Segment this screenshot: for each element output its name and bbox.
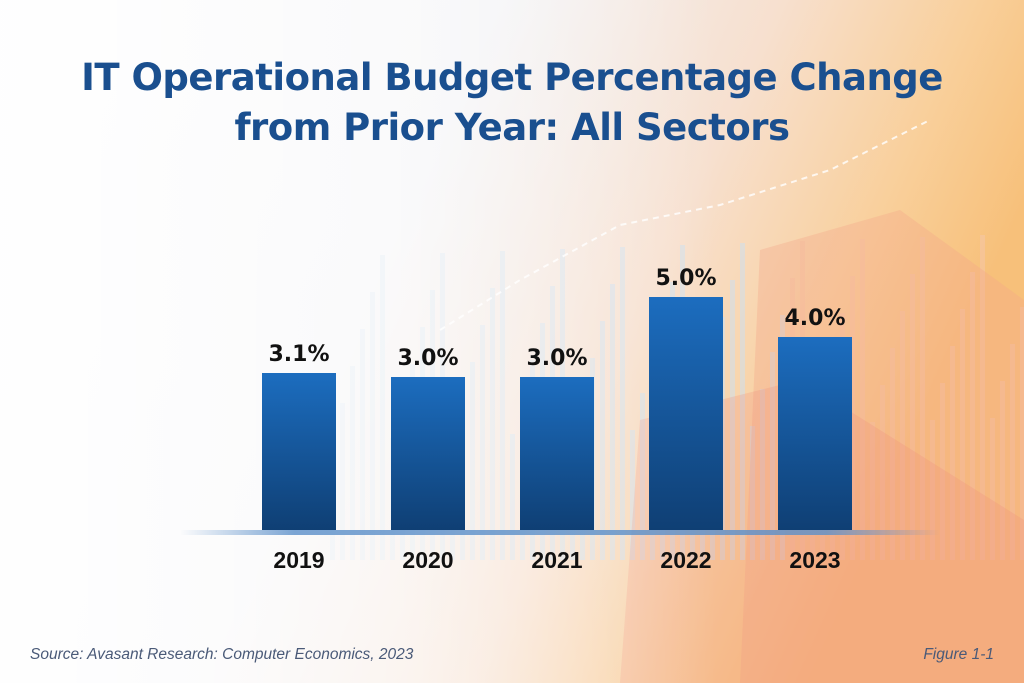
data-label-2022: 5.0%: [655, 266, 716, 291]
bar-2021: [520, 377, 594, 530]
chart-title-line-1: IT Operational Budget Percentage Change: [81, 56, 943, 99]
data-label-2020: 3.0%: [397, 346, 458, 371]
data-label-2019: 3.1%: [268, 342, 329, 367]
baseline: [180, 530, 940, 535]
figure-number: Figure 1-1: [923, 646, 994, 663]
x-tick-label-2020: 2020: [402, 547, 453, 573]
chart-title-line-2: from Prior Year: All Sectors: [234, 106, 790, 149]
bar-2019: [262, 373, 336, 530]
bar-2022: [649, 297, 723, 530]
source-note: Source: Avasant Research: Computer Econo…: [30, 646, 414, 663]
bar-2023: [778, 337, 852, 530]
x-tick-label-2019: 2019: [273, 547, 324, 573]
x-tick-label-2023: 2023: [789, 547, 840, 573]
data-label-2023: 4.0%: [784, 306, 845, 331]
bar-2020: [391, 377, 465, 530]
data-label-2021: 3.0%: [526, 346, 587, 371]
x-tick-label-2022: 2022: [660, 547, 711, 573]
x-tick-label-2021: 2021: [531, 547, 582, 573]
